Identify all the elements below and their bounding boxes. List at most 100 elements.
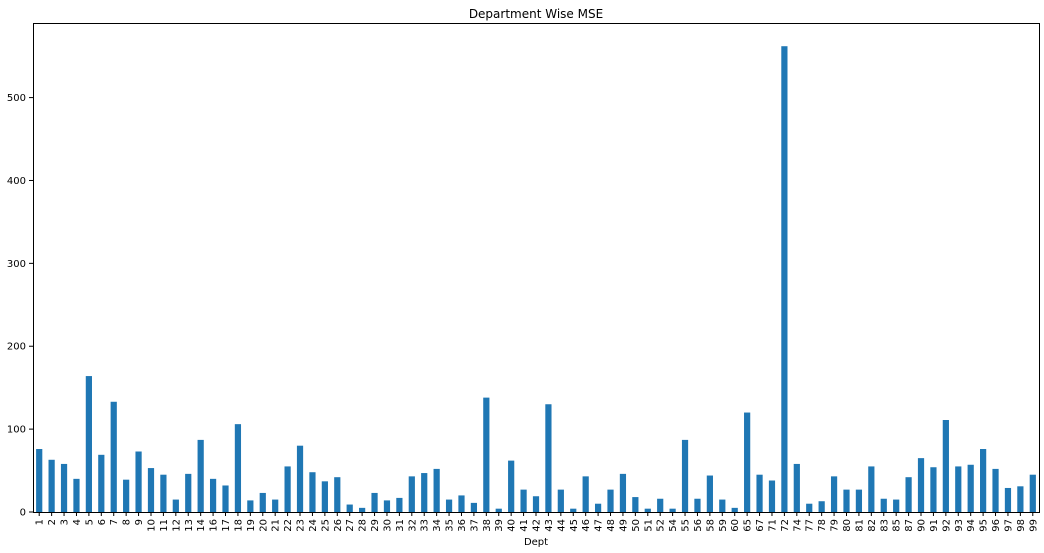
x-tick-label: 97 bbox=[1003, 519, 1014, 532]
x-tick-label: 26 bbox=[333, 519, 344, 532]
bar-dept-50 bbox=[632, 497, 639, 512]
bar-dept-80 bbox=[843, 489, 850, 512]
x-tick-label: 72 bbox=[780, 519, 791, 532]
bar-dept-5 bbox=[85, 376, 92, 512]
x-tick-label: 35 bbox=[445, 519, 456, 532]
x-tick-label: 30 bbox=[382, 519, 393, 532]
x-tick-label: 77 bbox=[805, 519, 816, 532]
bar-dept-29 bbox=[371, 492, 378, 512]
bar-dept-3 bbox=[60, 463, 68, 512]
bar-dept-11 bbox=[160, 474, 167, 512]
x-tick-label: 96 bbox=[991, 519, 1002, 532]
bar-dept-35 bbox=[445, 499, 453, 512]
bar-dept-83 bbox=[880, 498, 887, 512]
x-tick-label: 67 bbox=[755, 519, 766, 532]
bar-dept-56 bbox=[694, 498, 701, 512]
chart-title: Department Wise MSE bbox=[469, 7, 603, 21]
bar-dept-55 bbox=[681, 439, 689, 512]
x-tick-label: 5 bbox=[84, 519, 95, 525]
bar-dept-33 bbox=[421, 473, 428, 512]
bar-dept-13 bbox=[185, 473, 192, 512]
x-tick-label: 38 bbox=[482, 519, 493, 532]
x-tick-label: 40 bbox=[507, 519, 518, 532]
x-tick-label: 93 bbox=[954, 519, 965, 532]
x-tick-label: 34 bbox=[432, 519, 443, 532]
x-tick-label: 17 bbox=[221, 519, 232, 532]
bar-dept-79 bbox=[830, 476, 838, 512]
bar-dept-19 bbox=[247, 500, 254, 512]
x-tick-label: 27 bbox=[345, 519, 356, 532]
bar-dept-51 bbox=[644, 508, 651, 512]
x-tick-label: 18 bbox=[233, 519, 244, 532]
x-tick-label: 28 bbox=[358, 519, 369, 532]
x-tick-label: 90 bbox=[917, 519, 928, 532]
x-tick-label: 85 bbox=[892, 519, 903, 532]
x-tick-label: 1 bbox=[35, 519, 46, 525]
x-tick-label: 54 bbox=[668, 519, 679, 532]
bar-dept-87 bbox=[905, 477, 912, 512]
x-tick-label: 94 bbox=[966, 519, 977, 532]
bar-dept-93 bbox=[955, 466, 962, 512]
x-tick-label: 55 bbox=[681, 519, 692, 532]
x-tick-label: 43 bbox=[544, 519, 555, 532]
bar-dept-27 bbox=[346, 504, 353, 512]
bar-dept-91 bbox=[930, 467, 937, 512]
bar-dept-10 bbox=[147, 468, 155, 512]
bar-dept-17 bbox=[222, 485, 229, 512]
y-tick-label: 300 bbox=[7, 259, 26, 270]
x-tick-label: 47 bbox=[594, 519, 605, 532]
x-tick-label: 99 bbox=[1028, 519, 1039, 532]
x-tick-label: 20 bbox=[258, 519, 269, 532]
bar-dept-81 bbox=[855, 489, 863, 512]
bar-dept-12 bbox=[172, 499, 179, 512]
x-tick-label: 25 bbox=[320, 519, 331, 532]
x-tick-label: 36 bbox=[457, 519, 468, 532]
x-tick-label: 33 bbox=[420, 519, 431, 532]
x-tick-label: 82 bbox=[867, 519, 878, 532]
x-tick-label: 98 bbox=[1016, 519, 1027, 532]
bar-dept-30 bbox=[383, 500, 391, 512]
bar-dept-18 bbox=[234, 424, 242, 512]
x-tick-label: 9 bbox=[134, 519, 145, 525]
bar-dept-43 bbox=[545, 404, 552, 512]
bar-dept-72 bbox=[781, 46, 788, 513]
x-tick-label: 32 bbox=[407, 519, 418, 532]
bar-dept-52 bbox=[657, 498, 664, 512]
x-tick-label: 58 bbox=[705, 519, 716, 532]
bar-dept-40 bbox=[508, 460, 515, 512]
bar-dept-67 bbox=[756, 474, 763, 512]
y-tick-label: 400 bbox=[7, 176, 26, 187]
bar-dept-82 bbox=[868, 466, 875, 512]
bar-dept-28 bbox=[359, 507, 366, 512]
x-tick-label: 91 bbox=[929, 519, 940, 532]
x-tick-label: 95 bbox=[979, 519, 990, 532]
x-tick-label: 19 bbox=[246, 519, 257, 532]
bar-dept-94 bbox=[967, 464, 974, 512]
x-tick-label: 22 bbox=[283, 519, 294, 532]
bar-dept-24 bbox=[309, 472, 316, 512]
x-tick-label: 74 bbox=[792, 519, 803, 532]
bar-dept-77 bbox=[806, 503, 813, 512]
x-tick-label: 50 bbox=[631, 519, 642, 532]
x-tick-label: 59 bbox=[718, 519, 729, 532]
bar-dept-14 bbox=[197, 439, 204, 512]
x-tick-label: 65 bbox=[743, 519, 754, 532]
x-tick-label: 8 bbox=[122, 519, 133, 525]
x-tick-label: 52 bbox=[656, 519, 667, 532]
bar-dept-78 bbox=[818, 501, 825, 512]
x-tick-label: 21 bbox=[271, 519, 282, 532]
bar-dept-42 bbox=[532, 496, 540, 512]
x-tick-label: 29 bbox=[370, 519, 381, 532]
bar-dept-22 bbox=[284, 466, 291, 512]
bar-dept-38 bbox=[483, 397, 490, 512]
x-tick-label: 37 bbox=[469, 519, 480, 532]
bar-dept-48 bbox=[607, 489, 614, 512]
bar-dept-32 bbox=[408, 476, 415, 512]
bar-dept-85 bbox=[893, 499, 900, 512]
bar-dept-97 bbox=[1004, 487, 1012, 512]
x-tick-label: 41 bbox=[519, 519, 530, 532]
bar-dept-98 bbox=[1017, 486, 1024, 512]
bar-dept-7 bbox=[110, 401, 117, 512]
bar-dept-47 bbox=[594, 503, 602, 512]
bar-dept-54 bbox=[669, 508, 676, 512]
